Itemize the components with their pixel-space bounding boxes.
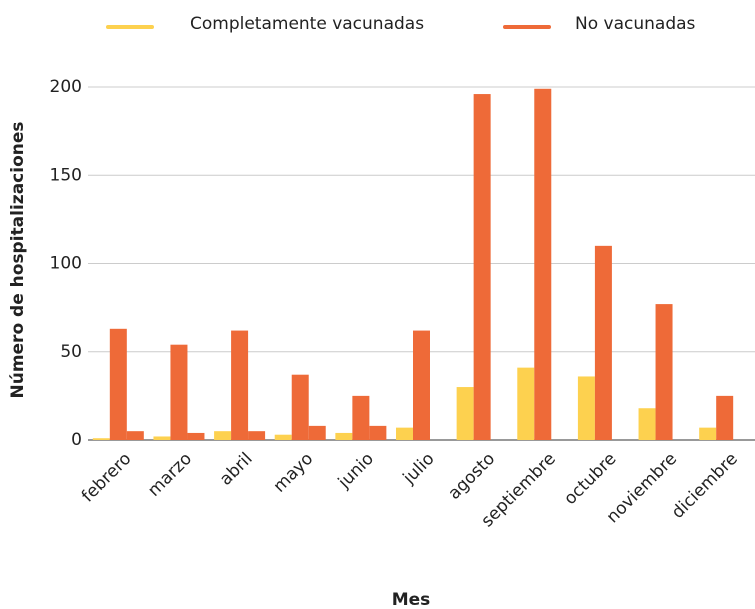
x-tick-label: agosto <box>444 449 499 504</box>
bar <box>291 374 309 440</box>
bar <box>248 431 266 440</box>
bar <box>231 330 249 440</box>
bar <box>274 434 292 440</box>
y-axis-label: Número de hospitalizaciones <box>8 121 28 398</box>
bar <box>369 425 387 440</box>
x-tick-label: mayo <box>270 449 318 497</box>
bar <box>187 432 205 440</box>
y-tick-label: 0 <box>71 430 82 450</box>
bar <box>699 427 717 440</box>
bar <box>335 432 353 440</box>
x-tick-label: octubre <box>560 449 620 509</box>
y-tick-label: 150 <box>50 165 82 185</box>
bar <box>534 88 552 440</box>
x-tick-label: julio <box>399 449 439 489</box>
bar <box>413 330 430 440</box>
bar <box>517 367 535 440</box>
bar <box>456 387 474 440</box>
bar <box>92 438 110 440</box>
bar <box>109 328 127 440</box>
legend-label: No vacunadas <box>575 14 696 34</box>
x-tick-label: febrero <box>78 449 136 507</box>
x-tick-label: marzo <box>144 449 196 501</box>
bar <box>308 425 326 440</box>
bar <box>170 344 188 440</box>
y-tick-label: 50 <box>60 342 82 362</box>
x-tick-label: junio <box>334 449 378 493</box>
bar <box>577 376 595 440</box>
bar <box>473 94 491 440</box>
bar <box>655 304 673 440</box>
bar <box>638 408 656 440</box>
bar <box>716 395 734 440</box>
x-axis-label: Mes <box>392 590 431 609</box>
legend-label: Completamente vacunadas <box>190 14 424 34</box>
x-tick-label: diciembre <box>668 449 742 523</box>
bar <box>396 427 413 440</box>
bar <box>153 436 171 440</box>
x-tick-label: abril <box>216 449 257 490</box>
y-tick-label: 200 <box>50 77 82 97</box>
bar <box>594 245 612 440</box>
bar <box>214 431 232 440</box>
y-tick-label: 100 <box>50 254 82 274</box>
bar <box>352 395 370 440</box>
bar <box>126 431 144 440</box>
